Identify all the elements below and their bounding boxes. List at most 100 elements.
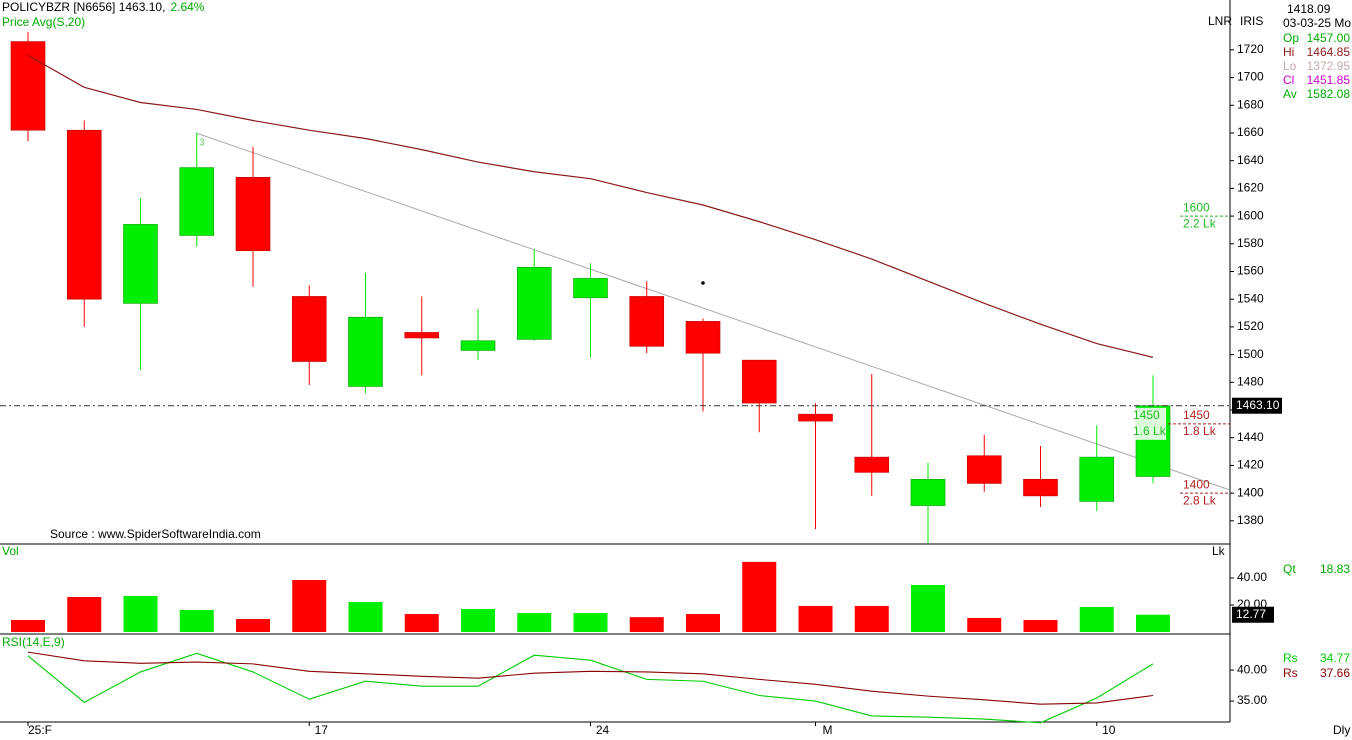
volume-bar: [292, 579, 327, 632]
level-price: 1600: [1183, 200, 1210, 214]
y-tick-label: 1400: [1237, 485, 1264, 499]
trendline: [195, 132, 1231, 491]
volume-bar: [573, 613, 608, 632]
volume-bar: [686, 614, 720, 632]
trendline-label: 3: [199, 138, 205, 149]
legend-key: Rs: [1283, 651, 1298, 665]
readout-value: 18.83: [1320, 562, 1350, 576]
level-price: 1450: [1183, 408, 1210, 422]
candle-body: [404, 332, 440, 339]
y-tick-label: 1540: [1237, 291, 1264, 305]
y-tick-label: 1720: [1237, 42, 1264, 56]
volume-bar: [629, 617, 664, 632]
volume-bar: [967, 617, 1002, 632]
info-key: Cl: [1283, 73, 1294, 87]
volume-bar: [404, 614, 439, 632]
volume-bar: [1136, 614, 1170, 632]
level-box: [1130, 407, 1166, 440]
y-tick-label: 1500: [1237, 347, 1264, 361]
x-tick-label: M: [823, 723, 833, 737]
volume-bar: [236, 619, 270, 632]
candle-body: [629, 296, 665, 347]
overlay-legend: Price Avg(S,20): [2, 15, 85, 29]
mode-label: LNR: [1208, 14, 1232, 28]
info-value: 1464.85: [1307, 45, 1351, 59]
volume-bar: [123, 595, 158, 632]
level-price: 1400: [1183, 477, 1210, 491]
candle-body: [123, 224, 158, 304]
volume-bar: [742, 561, 777, 632]
candle-body: [66, 129, 102, 300]
candle-body: [460, 340, 496, 351]
level-price: 1450: [1133, 408, 1160, 422]
x-tick-label: 25:F: [28, 723, 52, 737]
level-volume: 2.8 Lk: [1183, 493, 1217, 507]
y-tick-label: 1420: [1237, 458, 1264, 472]
cursor-date: 03-03-25 Mo: [1283, 16, 1351, 30]
volume-bar: [67, 597, 102, 632]
y-tick-label: 35.00: [1237, 693, 1267, 707]
volume-bar: [1023, 619, 1058, 632]
candle-body: [798, 413, 833, 422]
x-tick-label: 17: [315, 723, 329, 737]
period: Dly: [1333, 723, 1350, 737]
x-tick-label: 10: [1102, 723, 1116, 737]
chart-title: POLICYBZR [N6656] 1463.10,: [2, 0, 165, 14]
volume-bar: [348, 602, 383, 632]
rsi-line: [27, 651, 1154, 705]
y-tick-label: 1380: [1237, 513, 1264, 527]
info-key: Av: [1283, 87, 1297, 101]
level-volume: 1.8 Lk: [1183, 424, 1217, 438]
info-value: 1451.85: [1307, 73, 1351, 87]
candle-body: [179, 167, 215, 236]
info-key: Hi: [1283, 45, 1294, 59]
candle-body: [910, 478, 946, 506]
y-tick-label: 1520: [1237, 319, 1264, 333]
info-value: 1457.00: [1307, 31, 1351, 45]
cursor-price: 1418.09: [1287, 2, 1331, 16]
level-volume: 1.6 Lk: [1133, 424, 1167, 438]
source: Source : www.SpiderSoftwareIndia.com: [50, 527, 261, 541]
x-tick-label: 24: [596, 723, 610, 737]
level-volume: 2.2 Lk: [1183, 216, 1217, 230]
y-tick-label: 1480: [1237, 374, 1264, 388]
volume-bar: [179, 609, 214, 632]
y-tick-label: 1680: [1237, 97, 1264, 111]
candle-body: [741, 359, 777, 404]
last-volume-label: 12.77: [1236, 607, 1266, 621]
candle-body: [854, 456, 890, 473]
candle-body: [1023, 478, 1058, 497]
mode-label: IRIS: [1240, 14, 1263, 28]
candle-body: [10, 41, 46, 131]
y-tick-label: 1580: [1237, 236, 1264, 250]
legend-readout: 34.77: [1320, 651, 1350, 665]
volume-bar: [911, 584, 945, 632]
readout-key: Qt: [1283, 562, 1296, 576]
candle-body: [516, 267, 552, 340]
y-tick-label: 1660: [1237, 125, 1264, 139]
last-price-box: [1232, 397, 1282, 414]
panel-title: RSI(14,E,9): [2, 635, 65, 649]
moving-average: [27, 54, 1154, 358]
last-volume-box: [1232, 606, 1274, 623]
change: 2.64%: [170, 0, 204, 14]
unit-label: Lk: [1212, 544, 1226, 558]
legend-readout: 37.66: [1320, 666, 1350, 680]
legend-key: Rs: [1283, 666, 1298, 680]
info-value: 1582.08: [1307, 87, 1351, 101]
marker-dot: [701, 281, 705, 285]
info-key: Lo: [1283, 59, 1297, 73]
candle-body: [291, 296, 327, 362]
y-tick-label: 1600: [1237, 208, 1264, 222]
candle-body: [348, 316, 383, 387]
candle-body: [966, 455, 1002, 484]
info-value: 1372.95: [1307, 59, 1351, 73]
volume-bar: [461, 609, 495, 632]
panel-title: Vol: [2, 544, 19, 558]
candle-body: [573, 278, 608, 299]
y-tick-label: 1700: [1237, 70, 1264, 84]
y-tick-label: 40.00: [1237, 662, 1267, 676]
